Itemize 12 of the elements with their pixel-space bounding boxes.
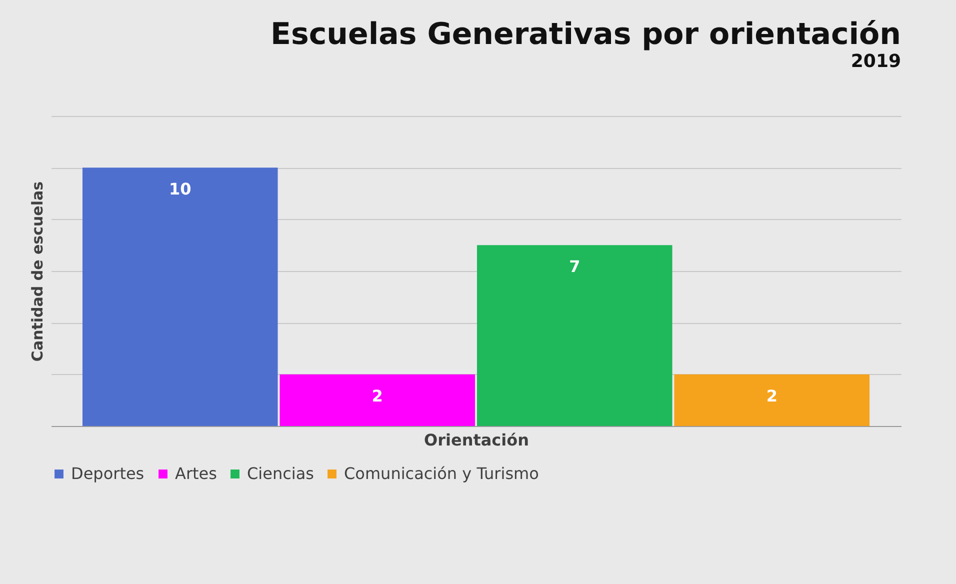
chart-subtitle: 2019 [850,51,901,72]
legend-label: Artes [175,464,217,483]
y-axis-title: Cantidad de escuelas [28,181,46,362]
x-axis-title: Orientación [424,430,530,450]
data-label: 10 [168,180,192,199]
data-label: 2 [372,386,383,406]
legend-label: Comunicación y Turismo [344,464,539,483]
legend-label: Deportes [71,464,144,483]
data-label: 2 [766,386,778,406]
chart-title: Escuelas Generativas por orientación [270,17,901,52]
data-label: 7 [569,257,580,276]
legend-label: Ciencias [247,464,314,483]
